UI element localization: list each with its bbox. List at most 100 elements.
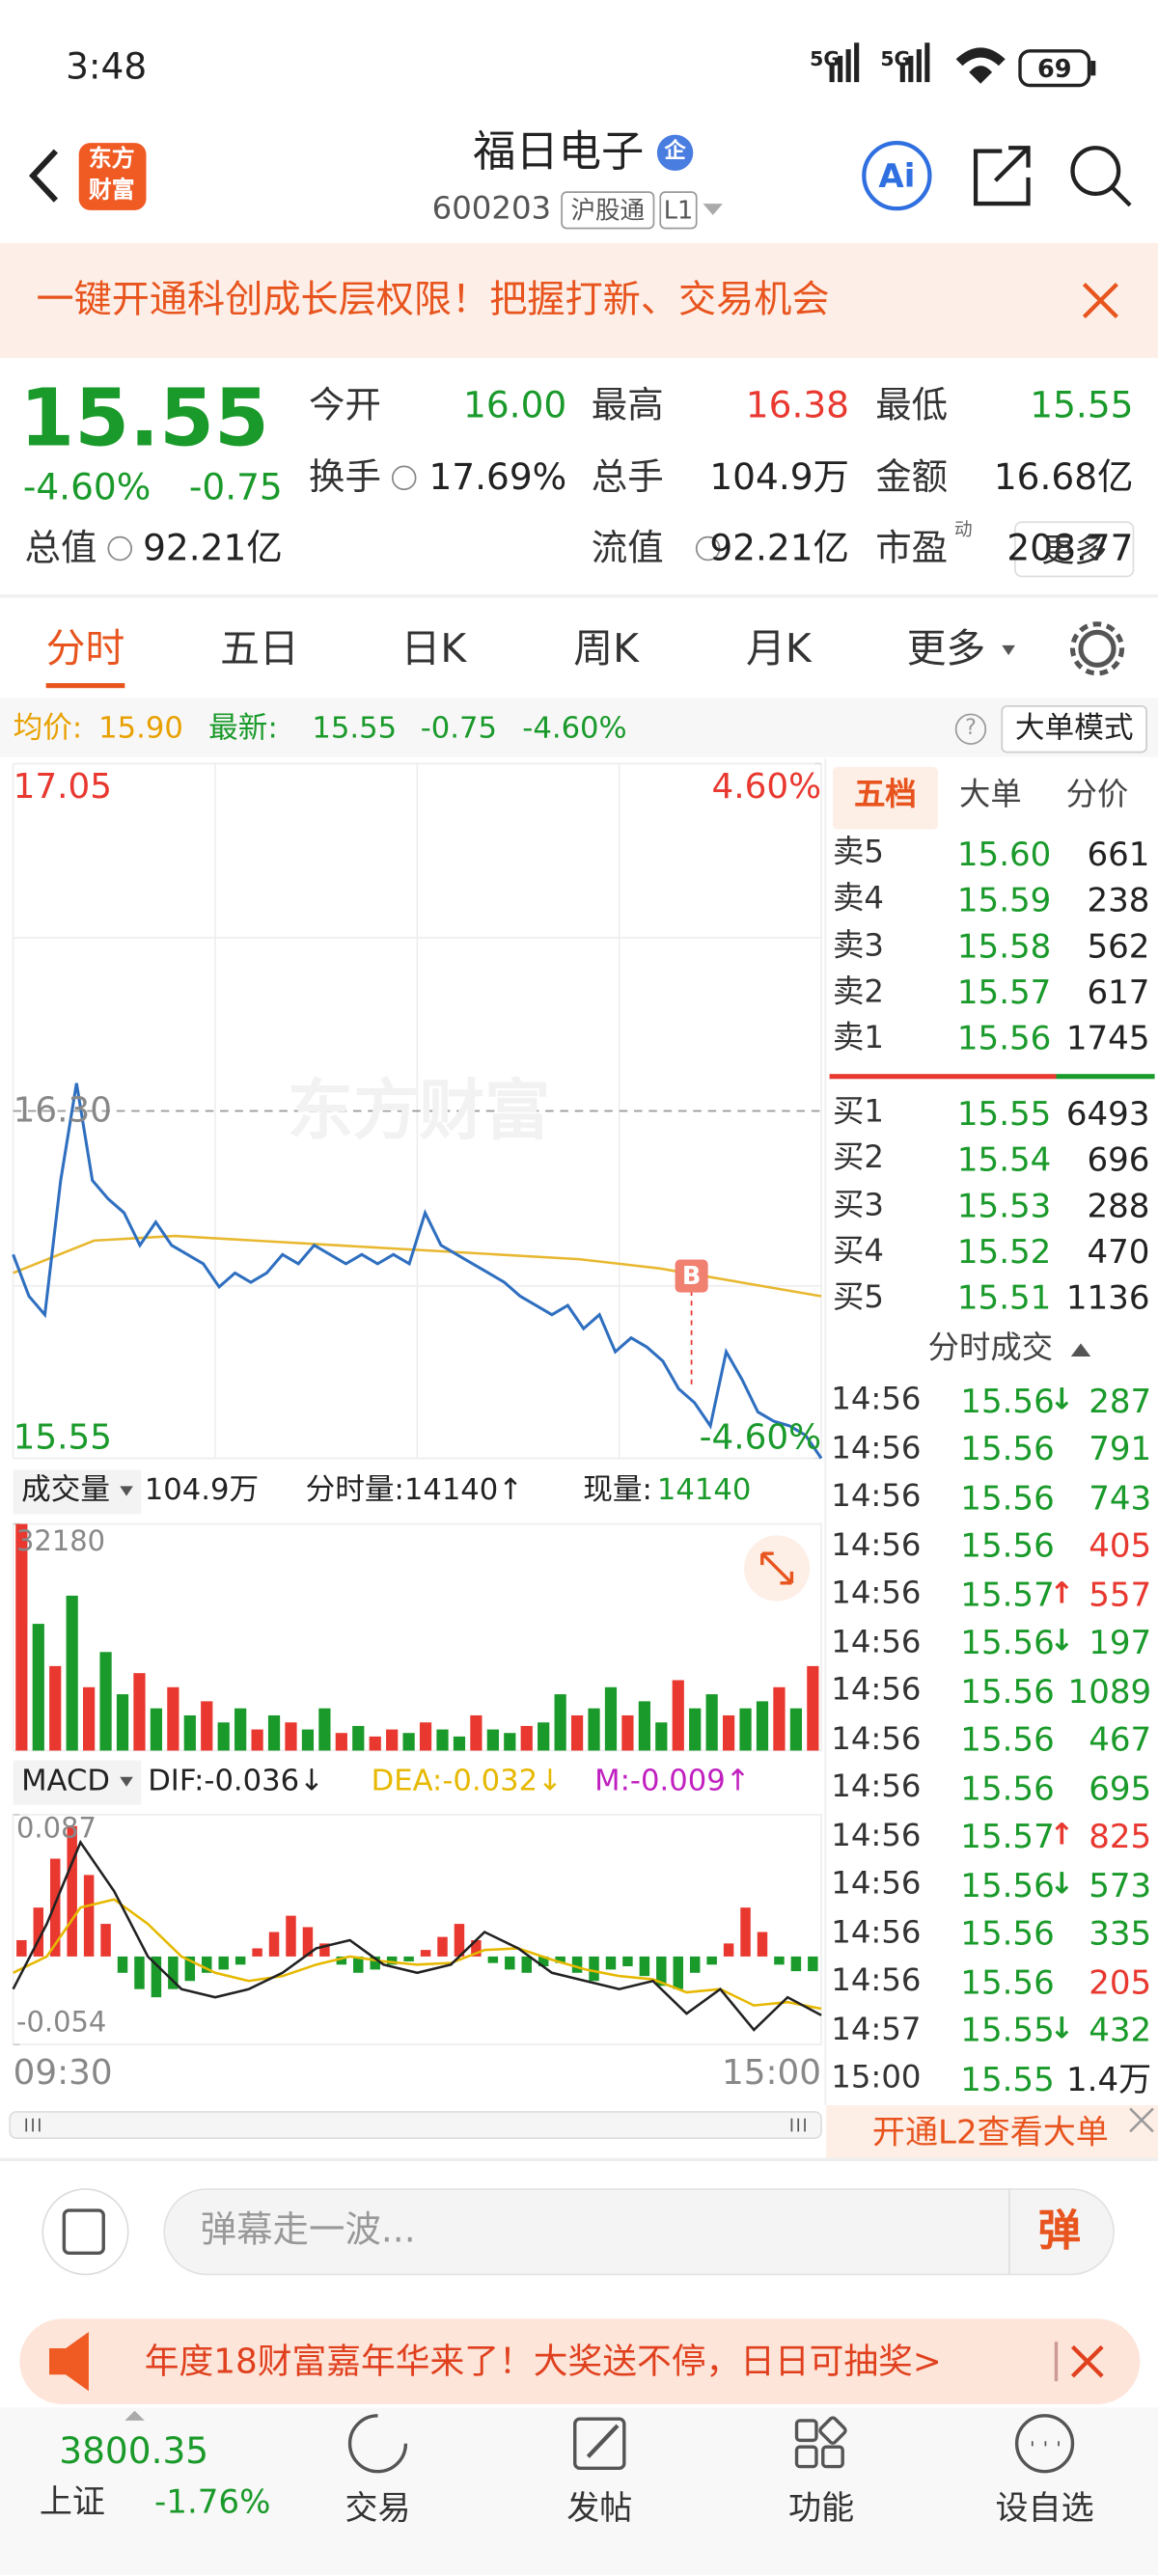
scrollbar[interactable] xyxy=(9,2111,822,2140)
book-volume: 617 xyxy=(1087,972,1150,1012)
y-tick-label: 0.087 xyxy=(16,1813,96,1847)
book-volume: 6493 xyxy=(1065,1092,1150,1133)
latest-change: -0.75 xyxy=(420,710,498,746)
macd-bar xyxy=(353,1956,364,1973)
ad-bg[interactable] xyxy=(19,2318,1141,2404)
macd-bar xyxy=(67,1825,77,1957)
l2-close[interactable] xyxy=(1129,2107,1154,2133)
back-icon[interactable] xyxy=(28,149,59,203)
macd-bar xyxy=(555,1956,565,1963)
book-divider-buy xyxy=(1056,1074,1155,1080)
macd-bar xyxy=(151,1956,162,1998)
tab[interactable]: 分时 xyxy=(45,625,125,672)
settings-icon[interactable] xyxy=(1078,629,1117,668)
comment-input[interactable] xyxy=(163,2188,1115,2276)
book-label: 卖4 xyxy=(832,880,884,918)
volume-bar xyxy=(116,1694,129,1751)
expand-icon xyxy=(760,1551,794,1585)
ad-close[interactable] xyxy=(1070,2344,1104,2378)
banner-text[interactable]: 一键开通科创成长层权限！把握打新、交易机会 xyxy=(36,278,830,321)
trade-time: 14:56 xyxy=(831,1381,922,1418)
ad-text[interactable]: 年度18财富嘉年华来了！大奖送不停，日日可抽奖> xyxy=(144,2342,942,2381)
tab[interactable]: 更多 xyxy=(906,625,986,672)
book-tab[interactable]: 五档 xyxy=(854,777,917,813)
volume-bar xyxy=(504,1733,516,1751)
macd-bar xyxy=(673,1956,684,1989)
battery-level: 69 xyxy=(1037,53,1072,84)
help-icon[interactable]: ? xyxy=(965,715,977,741)
collapse-icon[interactable] xyxy=(1070,1343,1091,1357)
l2-link[interactable]: 开通L2查看大单 xyxy=(871,2111,1109,2151)
l2-bg[interactable] xyxy=(826,2105,1158,2158)
tab[interactable]: 五日 xyxy=(220,625,299,672)
more-button[interactable] xyxy=(1014,521,1135,578)
help-circle[interactable] xyxy=(954,713,987,745)
macd-bar xyxy=(757,1932,768,1957)
function-icon[interactable] xyxy=(794,2416,847,2469)
trade-volume: 197 xyxy=(1089,1622,1152,1662)
volume-bar xyxy=(689,1708,702,1751)
settings-icon[interactable] xyxy=(1069,621,1125,676)
post-icon[interactable] xyxy=(573,2417,626,2471)
selector-box[interactable] xyxy=(13,1760,142,1805)
index-name: 上证 xyxy=(39,2480,105,2520)
macd-m: M:-0.009↑ xyxy=(594,1763,751,1798)
logo-text: 东方 xyxy=(88,146,135,174)
nav-item[interactable]: 交易 xyxy=(345,2486,411,2527)
volume-bar xyxy=(402,1733,415,1751)
panel-frame xyxy=(12,1814,822,2046)
share-icon[interactable] xyxy=(973,146,1031,206)
tab[interactable]: 周K xyxy=(573,625,639,672)
selector-box[interactable] xyxy=(13,1469,142,1515)
ai-label[interactable]: Ai xyxy=(878,154,916,195)
macd-bar xyxy=(33,1907,44,1957)
field-label: 今开 xyxy=(309,386,381,427)
field-label: 市盈 xyxy=(875,529,949,571)
y-tick-label: -0.054 xyxy=(16,2007,107,2041)
dropdown-icon[interactable] xyxy=(703,204,723,215)
more-button[interactable]: 更多 xyxy=(1041,529,1108,569)
info-icon xyxy=(391,465,417,491)
volume-bar xyxy=(301,1729,315,1751)
trade-price: 15.56 xyxy=(960,1428,1055,1468)
trade-time: 14:56 xyxy=(831,1768,922,1805)
stock-name: 福日电子 xyxy=(473,127,645,178)
search-icon[interactable] xyxy=(1110,185,1132,207)
field-label: 总值 xyxy=(24,529,97,571)
comment-icon-bg[interactable] xyxy=(41,2188,129,2276)
book-price: 15.60 xyxy=(956,833,1052,873)
macd-bar xyxy=(454,1924,465,1957)
nav-item[interactable]: 功能 xyxy=(788,2486,855,2527)
info-line-bg xyxy=(0,698,1158,757)
tab[interactable]: 月K xyxy=(745,625,812,672)
trade-time: 14:56 xyxy=(831,1962,922,1999)
ai-icon[interactable] xyxy=(862,140,932,211)
book-tab[interactable]: 分价 xyxy=(1065,777,1129,813)
book-volume: 238 xyxy=(1087,879,1150,919)
trade-price: 15.56 xyxy=(960,1380,1055,1420)
danmaku-button[interactable]: 弹 xyxy=(1037,2206,1082,2257)
macd-dif: DIF:-0.036↓ xyxy=(148,1763,324,1798)
banner-close[interactable] xyxy=(1082,282,1118,319)
watch-icon[interactable] xyxy=(1014,2414,1075,2474)
tab[interactable]: 日K xyxy=(400,625,467,672)
book-tab[interactable]: 大单 xyxy=(959,777,1022,813)
macd-bar xyxy=(302,1927,314,1957)
trade-volume: 205 xyxy=(1089,1961,1152,2002)
book-label: 买2 xyxy=(832,1139,884,1177)
y-tick-label: 15.55 xyxy=(13,1416,112,1457)
field-label-sup: 动 xyxy=(953,519,973,541)
trade-icon[interactable] xyxy=(347,2414,408,2474)
macd-bar xyxy=(202,1956,212,1973)
mode-button[interactable]: 大单模式 xyxy=(1014,710,1134,746)
nav-item[interactable]: 发帖 xyxy=(566,2486,633,2527)
macd-bar xyxy=(471,1939,482,1957)
volume-bar xyxy=(32,1624,44,1751)
field-value: 104.9万 xyxy=(709,458,850,500)
trade-arrow: ↑ xyxy=(1049,1818,1075,1853)
mode-button[interactable] xyxy=(1001,705,1147,754)
search-icon[interactable] xyxy=(1070,146,1121,196)
nav-item[interactable]: 设自选 xyxy=(995,2486,1094,2527)
comment-placeholder[interactable]: 弹幕走一波... xyxy=(200,2210,416,2253)
